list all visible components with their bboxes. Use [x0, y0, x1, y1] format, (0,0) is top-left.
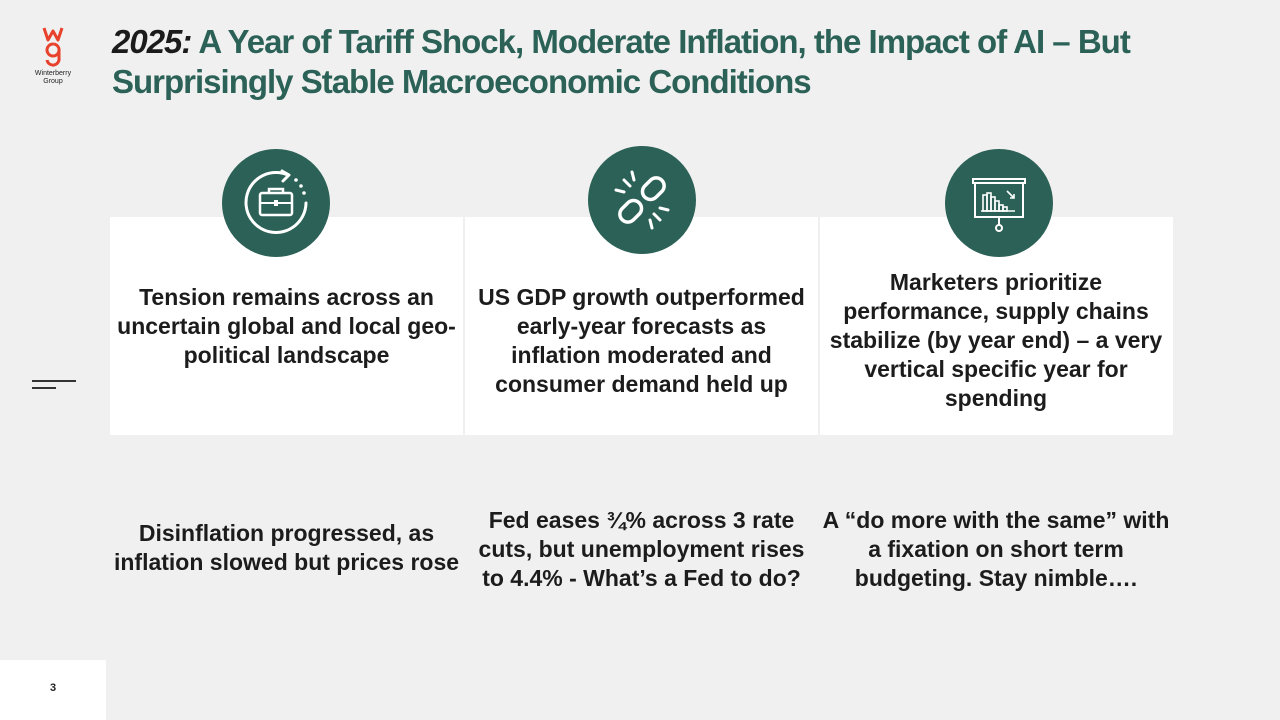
column-2-bottom-text: Fed eases ¾% across 3 rate cuts, but une… — [478, 506, 805, 591]
page-title: 2025: A Year of Tariff Shock, Moderate I… — [112, 22, 1232, 102]
briefcase-cycle-icon — [222, 149, 330, 257]
column-1-bottom-text: Disinflation progressed, as inflation sl… — [113, 519, 460, 575]
page-number-box: 3 — [0, 660, 106, 720]
page-number: 3 — [49, 682, 57, 694]
presentation-chart-icon — [945, 149, 1053, 257]
title-rest: A Year of Tariff Shock, Moderate Inflati… — [112, 23, 1131, 100]
column-1-top-text: Tension remains across an uncertain glob… — [117, 283, 456, 368]
menu-lines-icon[interactable] — [32, 380, 76, 394]
column-2-top-text: US GDP growth outperformed early-year fo… — [478, 283, 805, 397]
logo-text: Winterberry Group — [34, 70, 72, 85]
title-year: 2025: — [112, 23, 192, 60]
wg-logo-icon — [42, 27, 64, 67]
column-3-bottom-text: A “do more with the same” with a fixatio… — [822, 506, 1170, 591]
broken-link-icon — [588, 146, 696, 254]
winterberry-logo: Winterberry Group — [26, 26, 80, 86]
column-3-top-text: Marketers prioritize performance, supply… — [829, 269, 1163, 411]
